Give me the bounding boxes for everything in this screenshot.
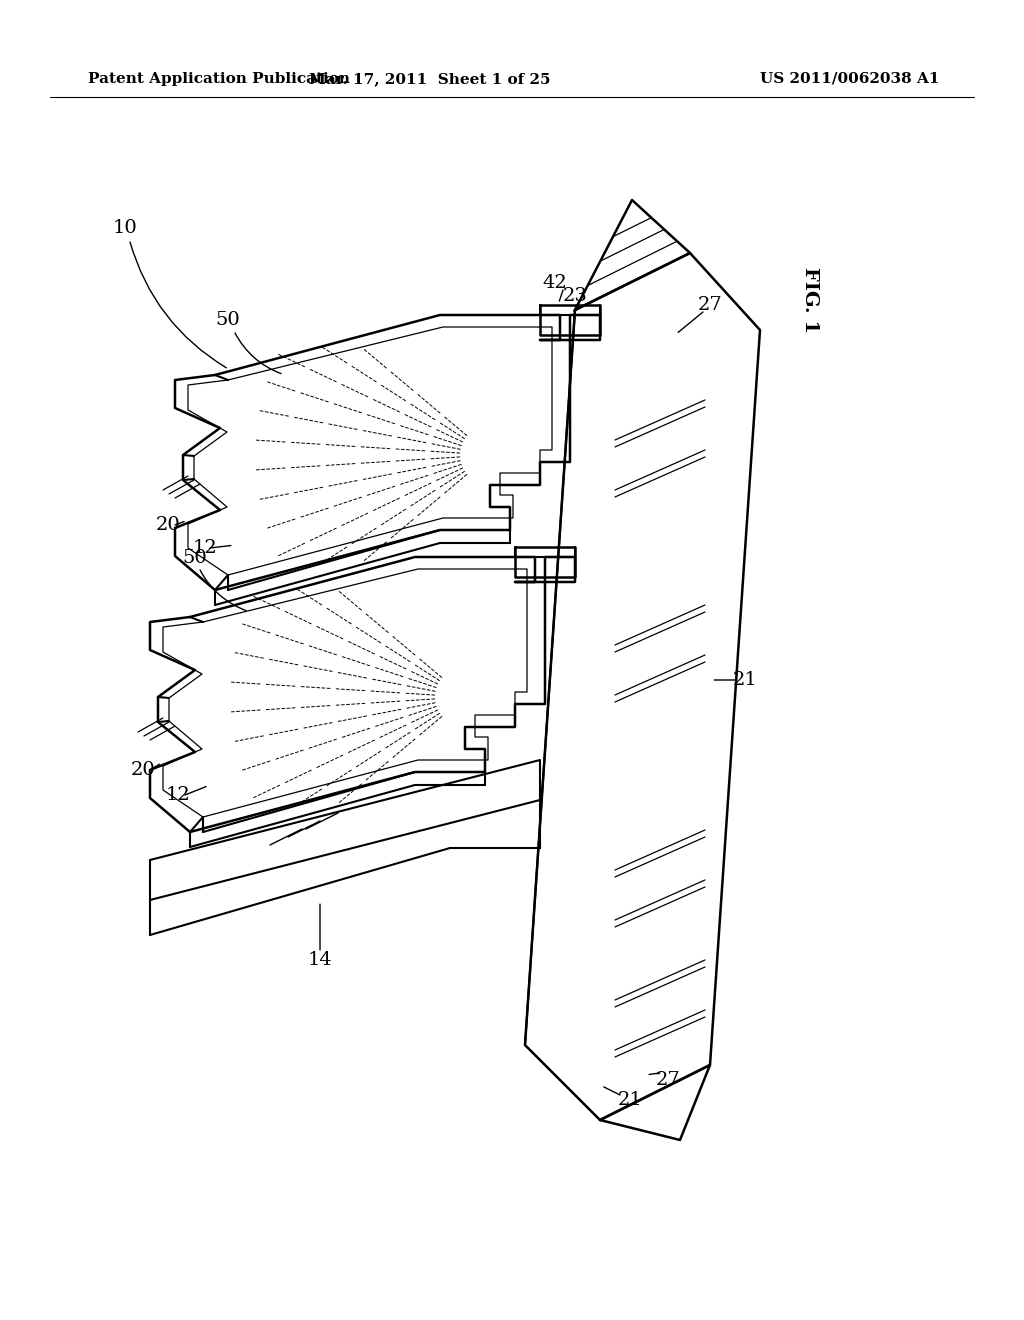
Text: 21: 21 (732, 671, 758, 689)
Text: 10: 10 (113, 219, 137, 238)
Text: 50: 50 (216, 312, 241, 329)
Text: 20: 20 (131, 762, 156, 779)
Text: FIG. 1: FIG. 1 (801, 267, 819, 333)
Text: 12: 12 (193, 539, 217, 557)
Text: 12: 12 (166, 785, 190, 804)
Text: 21: 21 (617, 1092, 642, 1109)
Text: 23: 23 (562, 286, 588, 305)
Text: 50: 50 (182, 549, 208, 568)
Text: 14: 14 (307, 950, 333, 969)
Text: US 2011/0062038 A1: US 2011/0062038 A1 (761, 73, 940, 86)
Text: Patent Application Publication: Patent Application Publication (88, 73, 350, 86)
Text: 27: 27 (697, 296, 722, 314)
Text: 27: 27 (655, 1071, 680, 1089)
Text: 42: 42 (543, 275, 567, 292)
Text: Mar. 17, 2011  Sheet 1 of 25: Mar. 17, 2011 Sheet 1 of 25 (309, 73, 551, 86)
Text: 20: 20 (156, 516, 180, 535)
